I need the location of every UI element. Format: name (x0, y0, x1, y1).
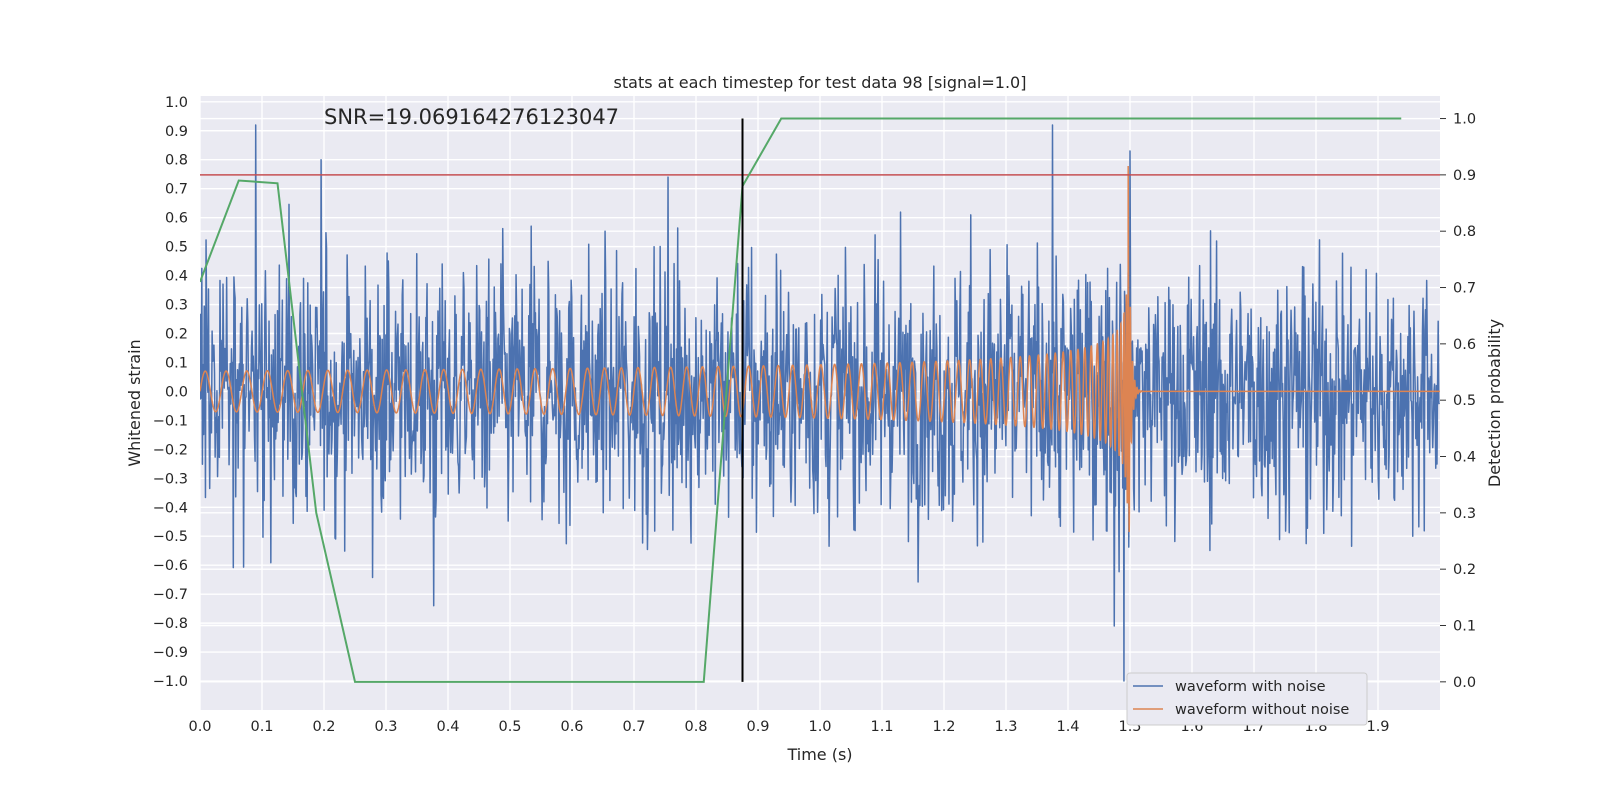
y-tick-label: 0.1 (165, 355, 188, 371)
x-tick-label: 0.5 (498, 719, 521, 735)
y-tick-label: −0.5 (153, 529, 188, 545)
y2-tick-label: 0.9 (1453, 168, 1476, 184)
y2-tick-label: 0.3 (1453, 506, 1476, 522)
y-tick-label: −0.8 (153, 616, 188, 632)
x-tick-label: 1.4 (1056, 719, 1079, 735)
detection-probability-line (200, 117, 1402, 683)
waveform-with-noise-line (200, 124, 1440, 682)
y-tick-label: 0.9 (165, 124, 188, 140)
waveform-without-noise-line (200, 166, 1440, 533)
series-layer (200, 117, 1440, 683)
y2-tick-label: 1.0 (1453, 112, 1476, 128)
y-tick-label: −0.1 (153, 413, 188, 429)
y2-tick-label: 0.7 (1453, 281, 1476, 297)
y-tick-label: 0.7 (165, 182, 188, 198)
y-axis-ticks: 1.0 0.9 0.8 0.7 0.6 0.5 0.4 0.3 0.2 0.1 0.0 −0.1 −0.… (153, 95, 188, 690)
x-tick-label: 0.9 (746, 719, 769, 735)
y2-tick-label: 0.1 (1453, 619, 1476, 635)
x-tick-label: 0.6 (560, 719, 583, 735)
y-tick-label: 1.0 (165, 95, 188, 111)
x-tick-label: 0.1 (250, 719, 273, 735)
x-tick-label: 0.2 (312, 719, 335, 735)
y-tick-label: −0.2 (153, 442, 188, 458)
x-tick-label: 1.3 (994, 719, 1017, 735)
legend: waveform with noise waveform without noi… (1126, 672, 1368, 726)
x-tick-label: 1.9 (1366, 719, 1389, 735)
y2-tick-label: 0.4 (1453, 450, 1476, 466)
y-tick-label: −1.0 (153, 674, 188, 690)
y-tick-label: 0.8 (165, 153, 188, 169)
y2-tick-label: 0.5 (1453, 393, 1476, 409)
y2-tick-label: 0.6 (1453, 337, 1476, 353)
y-tick-label: −0.7 (153, 587, 188, 603)
y2-tick-label: 0.2 (1453, 562, 1476, 578)
x-tick-label: 0.0 (188, 719, 211, 735)
x-tick-label: 1.2 (932, 719, 955, 735)
legend-label-noisy: waveform with noise (1175, 679, 1326, 695)
y-tick-label: −0.4 (153, 500, 188, 516)
x-tick-label: 0.3 (374, 719, 397, 735)
y-tick-label: 0.6 (165, 211, 188, 227)
chart-title: stats at each timestep for test data 98 … (614, 73, 1027, 92)
y-tick-label: 0.4 (165, 269, 188, 285)
y-tick-label: 0.3 (165, 298, 188, 314)
x-tick-label: 0.4 (436, 719, 459, 735)
y2-axis-label: Detection probability (1485, 319, 1504, 487)
x-tick-label: 1.1 (870, 719, 893, 735)
legend-label-clean: waveform without noise (1175, 702, 1349, 718)
x-axis-label: Time (s) (786, 745, 852, 764)
legend-box (1126, 672, 1368, 726)
y-tick-label: −0.9 (153, 645, 188, 661)
y2-tick-label: 0.8 (1453, 224, 1476, 240)
y-tick-label: 0.0 (165, 384, 188, 400)
y-tick-label: −0.3 (153, 471, 188, 487)
y2-axis-ticks: 1.0 0.9 0.8 0.7 0.6 0.5 0.4 0.3 0.2 0.1 0.0 (1440, 112, 1476, 691)
y-tick-label: −0.6 (153, 558, 188, 574)
y-axis-label: Whitened strain (125, 339, 144, 466)
y2-tick-label: 0.0 (1453, 675, 1476, 691)
y-tick-label: 0.2 (165, 326, 188, 342)
snr-annotation: SNR=19.069164276123047 (324, 105, 619, 129)
x-tick-label: 0.7 (622, 719, 645, 735)
y-tick-label: 0.5 (165, 240, 188, 256)
x-tick-label: 1.0 (808, 719, 831, 735)
x-tick-label: 0.8 (684, 719, 707, 735)
